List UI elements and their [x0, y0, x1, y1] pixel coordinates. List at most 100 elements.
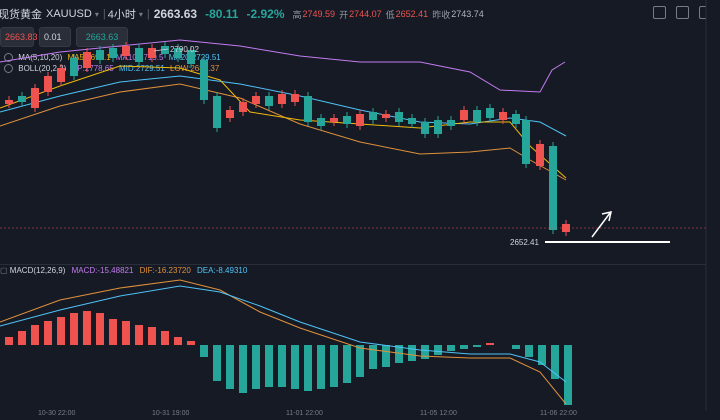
candle: [18, 96, 26, 102]
candle: [44, 76, 52, 92]
macd-histogram-bar: [473, 345, 481, 347]
candle: [70, 58, 78, 76]
symbol-code[interactable]: XAUUSD: [46, 8, 92, 20]
boll-legend: BOLL(20,2,2) UP:2778.65 MID:2729.51 LOW:…: [4, 64, 220, 74]
timeframe-dropdown-icon[interactable]: ▾: [138, 9, 143, 19]
macd-histogram-bar: [174, 337, 182, 345]
candle: [5, 100, 13, 104]
candle: [31, 88, 39, 108]
macd-collapse-icon[interactable]: ▢: [0, 266, 8, 275]
candle: [447, 120, 455, 126]
candle: [200, 60, 208, 100]
macd-histogram-bar: [109, 319, 117, 345]
ma5-line: [0, 65, 567, 179]
time-tick: 10-30 22:00: [38, 410, 76, 417]
boll-name: BOLL(20,2,2): [18, 64, 67, 73]
macd-legend: ▢ MACD(12,26,9) MACD:-15.48821 DIF:-16.2…: [0, 266, 247, 275]
candle: [473, 110, 481, 122]
visibility-eye-icon[interactable]: [4, 64, 13, 74]
candle: [317, 118, 325, 126]
symbol-name[interactable]: 现货黄金: [0, 9, 42, 21]
candle: [549, 146, 557, 230]
trade-panel: 2663.83 0.01 2663.63: [0, 27, 128, 49]
ma-name: MA(5,10,20): [18, 53, 63, 62]
dea-value: DEA:-8.49310: [197, 266, 248, 275]
candle: [536, 144, 544, 166]
price-axis[interactable]: [706, 0, 720, 420]
prev-close-label: 昨收: [432, 9, 451, 20]
macd-histogram-bar: [278, 345, 286, 387]
last-price: 2663.63: [153, 7, 198, 21]
macd-histogram-bar: [18, 331, 26, 345]
macd-histogram-bar: [213, 345, 221, 381]
candle: [161, 46, 169, 54]
macd-histogram-bar: [57, 317, 65, 345]
chart-settings-icon[interactable]: [653, 6, 666, 19]
candle: [382, 114, 390, 118]
macd-histogram-bar: [395, 345, 403, 363]
time-tick: 11-05 12:00: [420, 410, 457, 417]
candle: [83, 52, 91, 68]
macd-histogram-bar: [135, 325, 143, 345]
candle: [265, 96, 273, 106]
macd-histogram-bar: [44, 321, 52, 345]
macd-histogram-bar: [31, 325, 39, 345]
macd-name: MACD(12,26,9): [9, 266, 66, 275]
macd-histogram-bar: [226, 345, 234, 389]
indicator-icon[interactable]: [676, 6, 689, 19]
candle: [330, 118, 338, 122]
candle: [57, 68, 65, 82]
sell-price-button[interactable]: 2663.83: [0, 27, 38, 47]
price-change: -80.11: [205, 7, 239, 21]
macd-histogram-bar: [5, 337, 13, 345]
candle: [512, 114, 520, 124]
macd-histogram-bar: [83, 311, 91, 345]
candle: [135, 48, 143, 62]
macd-histogram-bar: [382, 345, 390, 367]
macd-value: MACD:-15.48821: [71, 266, 134, 275]
symbol-dropdown-icon[interactable]: ▾: [94, 9, 99, 19]
dif-line: [0, 279, 567, 405]
high-marker-line: [153, 48, 169, 52]
macd-histogram-bar: [525, 345, 533, 357]
macd-histogram-bar: [460, 345, 468, 349]
high-marker-label: 2790.02: [170, 45, 199, 54]
macd-histogram-bar: [343, 345, 351, 383]
candle: [148, 48, 156, 58]
boll-mid-line: [0, 75, 567, 137]
pane-divider[interactable]: [0, 264, 720, 265]
candle: [291, 94, 299, 102]
candle: [278, 94, 286, 104]
candle: [226, 110, 234, 118]
buy-price-button[interactable]: 2663.63: [76, 27, 128, 47]
time-tick: 11-01 22:00: [286, 410, 323, 417]
boll-mid-value: MID:2729.51: [119, 64, 165, 73]
time-tick: 10-31 19:00: [152, 410, 190, 417]
candle: [343, 116, 351, 124]
header-separator-2: |: [146, 8, 150, 20]
arrow-drawing[interactable]: [591, 212, 611, 238]
macd-histogram-bar: [421, 345, 429, 359]
candle: [304, 96, 312, 122]
macd-histogram-bar: [564, 345, 572, 405]
visibility-eye-icon[interactable]: [4, 53, 13, 63]
macd-histogram-bar: [304, 345, 312, 391]
low-marker-label: 2652.41: [510, 238, 539, 247]
macd-histogram-bar: [161, 331, 169, 345]
macd-histogram-bar: [252, 345, 260, 389]
macd-histogram-bar: [200, 345, 208, 357]
price-change-pct: -2.92%: [246, 7, 285, 21]
macd-histogram-bar: [512, 345, 520, 349]
macd-histogram-bar: [187, 341, 195, 345]
timeframe-selector[interactable]: 4小时: [107, 9, 136, 21]
macd-histogram-bar: [239, 345, 247, 393]
lot-size-input[interactable]: 0.01: [39, 27, 71, 47]
high-value: 2749.59: [302, 9, 336, 19]
macd-pane: [0, 279, 572, 405]
time-tick: 11-06 22:00: [540, 410, 577, 417]
arrow-head[interactable]: [601, 211, 612, 222]
boll-low-value: LOW:2680.37: [170, 64, 220, 73]
candle: [522, 120, 530, 164]
macd-histogram-bar: [330, 345, 338, 387]
